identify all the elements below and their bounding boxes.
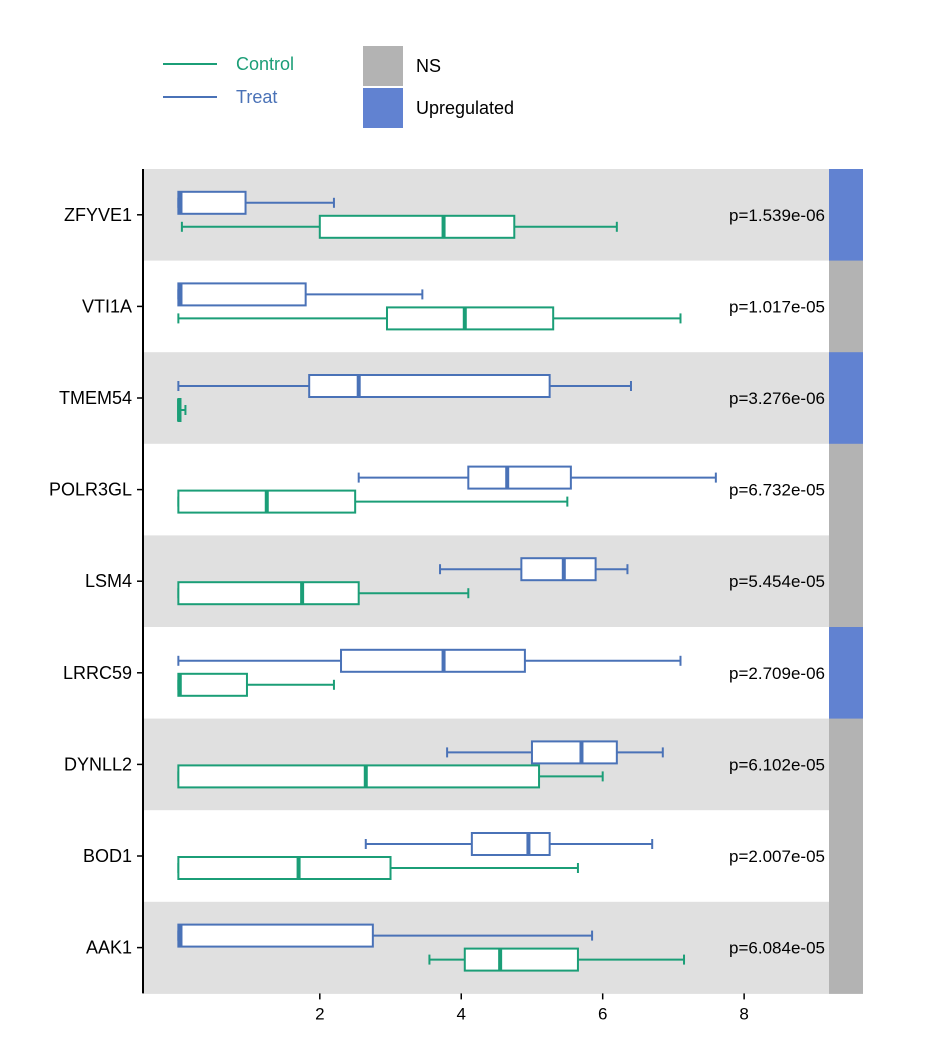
control-box-vti1a — [177, 306, 682, 331]
box — [177, 764, 541, 789]
gene-label: LSM4 — [85, 571, 132, 591]
axes: 2 4 6 8 — [137, 169, 749, 1023]
control-box-lsm4 — [177, 581, 470, 606]
box — [470, 832, 551, 856]
box — [177, 282, 307, 307]
treat-box-lsm4 — [439, 557, 629, 582]
status-cell-bod1 — [829, 810, 863, 903]
box — [530, 740, 618, 765]
row-band — [143, 352, 829, 445]
box — [318, 214, 516, 239]
gene-labels: ZFYVE1 VTI1A TMEM54 POLR3GL LSM4 LRRC59 DYNLL2… — [49, 205, 132, 958]
treat-box-bod1 — [364, 832, 654, 856]
row-bands — [143, 169, 829, 994]
gene-label: LRRC59 — [63, 663, 132, 683]
status-cell-zfyve1 — [829, 169, 863, 262]
control-box-bod1 — [177, 856, 579, 880]
box — [177, 190, 247, 215]
status-cell-lsm4 — [829, 535, 863, 628]
p-value-labels: p=1.539e-06 p=1.017e-05 p=3.276e-06 p=6.732… — [729, 206, 825, 958]
p-value-label: p=1.539e-06 — [729, 206, 825, 225]
x-tick-label: 6 — [598, 1004, 607, 1023]
treat-box-tmem54 — [177, 374, 632, 398]
gene-label: ZFYVE1 — [64, 205, 132, 225]
box — [340, 648, 526, 673]
status-cell-dynll2 — [829, 718, 863, 811]
gene-label: VTI1A — [82, 296, 132, 316]
treat-box-lrrc59 — [177, 648, 682, 673]
box — [177, 923, 374, 948]
gene-label: POLR3GL — [49, 480, 132, 500]
control-box-dynll2 — [177, 764, 604, 789]
box — [177, 672, 248, 697]
treat-box-zfyve1 — [177, 190, 335, 215]
control-box-tmem54 — [177, 398, 187, 422]
p-value-label: p=5.454e-05 — [729, 572, 825, 591]
status-cell-vti1a — [829, 260, 863, 353]
legend-label-ns: NS — [416, 56, 441, 76]
treat-box-vti1a — [177, 282, 424, 307]
p-value-label: p=2.709e-06 — [729, 664, 825, 683]
x-tick-label: 8 — [739, 1004, 748, 1023]
status-cell-aak1 — [829, 901, 863, 994]
treat-box-polr3gl — [357, 465, 717, 490]
box — [385, 306, 555, 331]
status-cell-polr3gl — [829, 443, 863, 536]
p-value-label: p=1.017e-05 — [729, 297, 825, 316]
control-box-aak1 — [428, 947, 686, 972]
legend-label-upregulated: Upregulated — [416, 98, 514, 118]
legend-label-treat: Treat — [236, 87, 277, 107]
box — [463, 947, 579, 972]
gene-label: BOD1 — [83, 846, 132, 866]
p-value-label: p=6.732e-05 — [729, 481, 825, 500]
box — [308, 374, 551, 398]
gene-label: AAK1 — [86, 938, 132, 958]
control-box-polr3gl — [177, 489, 569, 514]
control-box-lrrc59 — [177, 672, 335, 697]
status-strip — [829, 169, 863, 994]
gene-label: TMEM54 — [59, 388, 132, 408]
status-cell-lrrc59 — [829, 627, 863, 720]
x-tick-label: 4 — [457, 1004, 466, 1023]
p-value-label: p=2.007e-05 — [729, 847, 825, 866]
status-cell-tmem54 — [829, 352, 863, 445]
x-tick-label: 2 — [315, 1004, 324, 1023]
box — [467, 465, 572, 490]
treat-box-dynll2 — [446, 740, 664, 765]
legend-swatch-upregulated — [363, 88, 403, 128]
boxes — [177, 190, 717, 972]
box — [177, 581, 360, 606]
row-band — [143, 627, 829, 720]
control-box-zfyve1 — [180, 214, 618, 239]
box — [520, 557, 597, 582]
box — [177, 856, 392, 880]
legend-swatch-ns — [363, 46, 403, 86]
legend-label-control: Control — [236, 54, 294, 74]
gene-label: DYNLL2 — [64, 754, 132, 774]
p-value-label: p=3.276e-06 — [729, 389, 825, 408]
treat-box-aak1 — [177, 923, 594, 948]
legend: Control Treat NS Upregulated — [163, 46, 514, 128]
p-value-label: p=6.102e-05 — [729, 755, 825, 774]
p-value-label: p=6.084e-05 — [729, 939, 825, 958]
